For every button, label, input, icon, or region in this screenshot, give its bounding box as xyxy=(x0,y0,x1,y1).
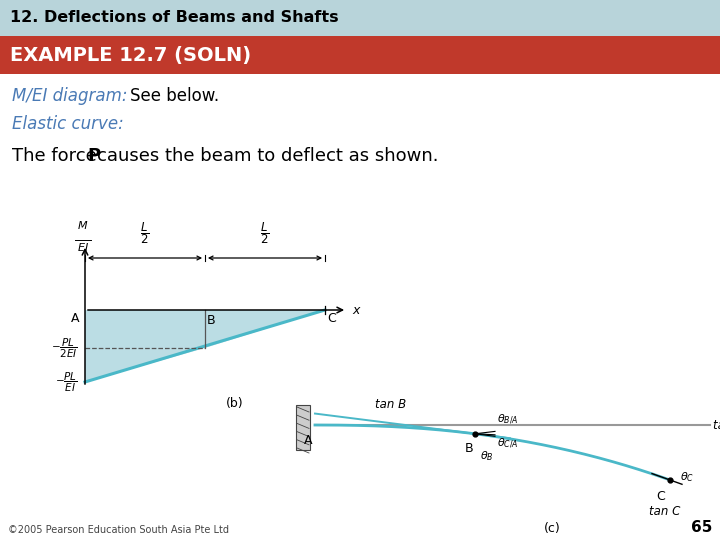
Text: 65: 65 xyxy=(690,520,712,535)
Text: B: B xyxy=(207,314,215,327)
Text: A: A xyxy=(71,312,79,325)
Polygon shape xyxy=(205,310,325,348)
Text: See below.: See below. xyxy=(130,87,219,105)
Text: P: P xyxy=(87,147,100,165)
Text: causes the beam to deflect as shown.: causes the beam to deflect as shown. xyxy=(97,147,438,165)
Text: C: C xyxy=(656,490,665,503)
Text: A: A xyxy=(304,434,312,447)
Text: $-\dfrac{PL}{2EI}$: $-\dfrac{PL}{2EI}$ xyxy=(51,336,78,360)
Text: (c): (c) xyxy=(544,522,561,535)
Bar xyxy=(296,405,310,450)
Bar xyxy=(0,0,720,36)
Bar xyxy=(0,36,720,74)
Text: ©2005 Pearson Education South Asia Pte Ltd: ©2005 Pearson Education South Asia Pte L… xyxy=(8,525,229,535)
Text: $-\dfrac{PL}{EI}$: $-\dfrac{PL}{EI}$ xyxy=(55,370,78,394)
Text: $x$: $x$ xyxy=(352,305,362,318)
Text: $\dfrac{L}{2}$: $\dfrac{L}{2}$ xyxy=(260,220,270,246)
Text: tan A: tan A xyxy=(713,418,720,431)
Text: (b): (b) xyxy=(226,397,244,410)
Polygon shape xyxy=(85,310,205,382)
Text: The force: The force xyxy=(12,147,102,165)
Text: $EI$: $EI$ xyxy=(77,241,89,253)
Text: tan B: tan B xyxy=(375,398,406,411)
Text: M/EI diagram:: M/EI diagram: xyxy=(12,87,127,105)
Text: EXAMPLE 12.7 (SOLN): EXAMPLE 12.7 (SOLN) xyxy=(10,45,251,64)
Text: $\theta_{C/A}$: $\theta_{C/A}$ xyxy=(497,437,518,451)
Text: B: B xyxy=(464,442,473,455)
Text: C: C xyxy=(327,312,336,325)
Text: $\dfrac{L}{2}$: $\dfrac{L}{2}$ xyxy=(140,220,150,246)
Text: $\theta_B$: $\theta_B$ xyxy=(480,449,494,463)
Text: 12. Deflections of Beams and Shafts: 12. Deflections of Beams and Shafts xyxy=(10,10,338,25)
Text: $M$: $M$ xyxy=(77,219,89,231)
Text: $\theta_C$: $\theta_C$ xyxy=(680,470,694,484)
Text: $\theta_{B/A}$: $\theta_{B/A}$ xyxy=(497,413,518,427)
Text: Elastic curve:: Elastic curve: xyxy=(12,115,124,133)
Text: tan C: tan C xyxy=(649,505,680,518)
